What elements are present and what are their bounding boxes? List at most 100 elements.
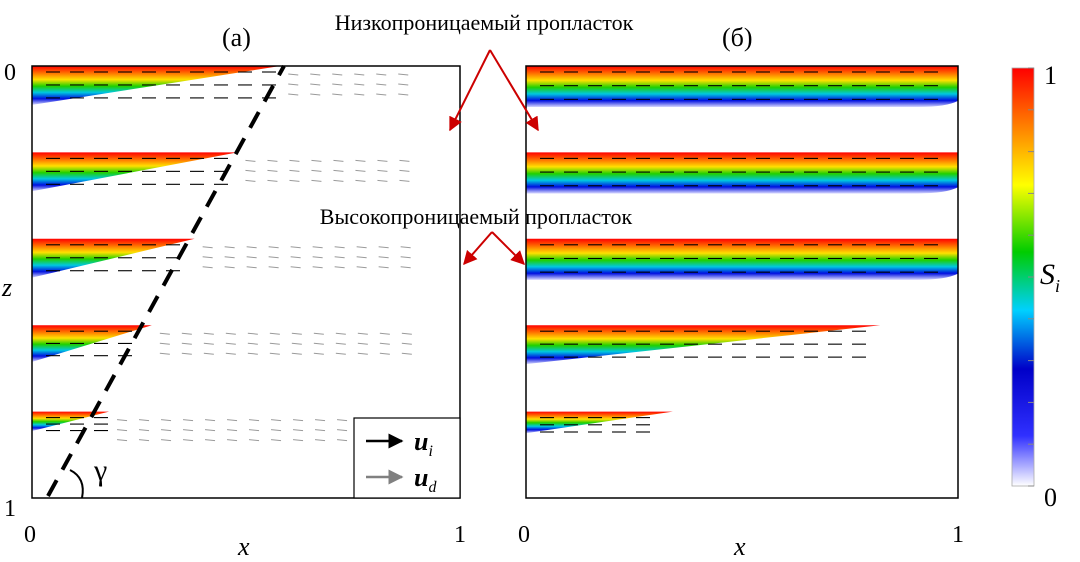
velocity-arrow-ud xyxy=(270,419,282,422)
velocity-arrow-ud xyxy=(378,246,389,249)
velocity-arrow-ud xyxy=(290,256,301,259)
velocity-arrow-ud xyxy=(314,439,326,442)
velocity-arrow-ud xyxy=(289,179,300,182)
velocity-arrow-ud xyxy=(288,93,299,96)
legend-box xyxy=(353,417,461,499)
panel-a-x-tick-max: 1 xyxy=(454,522,466,548)
colorbar-max: 1 xyxy=(1044,61,1057,90)
velocity-arrow-ud xyxy=(398,73,409,76)
colorbar-min: 0 xyxy=(1044,483,1057,512)
velocity-arrow-ud xyxy=(376,73,387,76)
velocity-arrow-ud xyxy=(355,169,366,172)
velocity-arrow-ud xyxy=(332,73,343,76)
panel-a-label: (а) xyxy=(222,23,251,52)
legend-ud-subscript: d xyxy=(428,479,437,496)
velocity-arrow-ud xyxy=(354,73,365,76)
saturation-layer xyxy=(526,325,881,365)
velocity-arrow-ud xyxy=(376,83,387,86)
velocity-arrow-ud xyxy=(333,179,344,182)
velocity-arrow-ud xyxy=(181,342,192,345)
velocity-arrow-ud xyxy=(356,246,367,249)
saturation-layer xyxy=(32,66,281,105)
velocity-arrow-ud xyxy=(379,352,390,355)
velocity-arrow-ud xyxy=(356,256,367,259)
velocity-arrow-ud xyxy=(334,256,345,259)
panel-b-x-tick-max: 1 xyxy=(952,522,964,548)
panel-b-velocity-field xyxy=(540,71,938,433)
panel-a-frame xyxy=(31,65,461,499)
legend-ud-label: ud xyxy=(414,463,437,496)
velocity-arrow-ud xyxy=(269,352,280,355)
saturation-layer xyxy=(32,411,110,432)
z-tick-bottom: 1 xyxy=(4,496,16,522)
saturation-layer xyxy=(32,325,152,362)
velocity-arrow-ud xyxy=(245,169,256,172)
velocity-arrow-ud xyxy=(160,439,172,442)
velocity-arrow-ud xyxy=(288,83,299,86)
velocity-arrow-ud xyxy=(289,159,300,162)
velocity-arrow-ud xyxy=(379,342,390,345)
velocity-arrow-ud xyxy=(160,429,172,432)
velocity-arrow-ud xyxy=(268,266,279,269)
velocity-arrow-ud xyxy=(378,256,389,259)
velocity-arrow-ud xyxy=(245,159,256,162)
panel-a: γ ui ud (а) 0 1 z 0 1 x xyxy=(1,23,466,561)
velocity-arrow-ud xyxy=(247,342,258,345)
velocity-arrow-ud xyxy=(312,266,323,269)
velocity-arrow-ud xyxy=(159,332,170,335)
panel-b-x-axis-label: x xyxy=(733,532,746,561)
velocity-arrow-ud xyxy=(246,246,257,249)
velocity-arrow-ud xyxy=(311,179,322,182)
saturation-layer xyxy=(32,152,238,192)
velocity-arrow-ud xyxy=(270,439,282,442)
velocity-arrow-ud xyxy=(224,266,235,269)
velocity-arrow-ud xyxy=(268,256,279,259)
velocity-arrow-ud xyxy=(202,246,213,249)
velocity-arrow-ud xyxy=(334,266,345,269)
velocity-arrow-ud xyxy=(159,352,170,355)
colorbar-label-symbol: S xyxy=(1040,258,1055,291)
annotations: Низкопроницаемый пропласток Высокопрониц… xyxy=(320,10,634,266)
velocity-arrow-ud xyxy=(202,266,213,269)
front-dashed-line xyxy=(46,65,286,497)
colorbar-ticks xyxy=(1028,67,1034,487)
velocity-arrow-ud xyxy=(336,439,348,442)
low-perm-arrow-right xyxy=(489,49,539,132)
velocity-arrow-ud xyxy=(289,169,300,172)
velocity-arrow-ud xyxy=(269,332,280,335)
velocity-arrow-ud xyxy=(335,342,346,345)
velocity-arrow-ud xyxy=(225,342,236,345)
velocity-arrow-ud xyxy=(312,246,323,249)
legend: ui ud xyxy=(353,417,461,499)
colorbar: 1 0 Si xyxy=(1011,61,1060,512)
panel-a-x-axis-label: x xyxy=(237,532,250,561)
velocity-arrow-ud xyxy=(311,169,322,172)
velocity-arrow-ud xyxy=(399,159,410,162)
velocity-arrow-ud xyxy=(225,332,236,335)
velocity-arrow-ud xyxy=(267,159,278,162)
velocity-arrow-ud xyxy=(270,429,282,432)
velocity-arrow-ud xyxy=(313,352,324,355)
velocity-arrow-ud xyxy=(310,93,321,96)
velocity-arrow-ud xyxy=(376,93,387,96)
saturation-layer xyxy=(526,152,958,194)
saturation-layer xyxy=(32,238,195,278)
velocity-arrow-ud xyxy=(269,342,280,345)
velocity-arrow-ud xyxy=(336,419,348,422)
velocity-arrow-ud xyxy=(378,266,389,269)
velocity-arrow-ud xyxy=(181,352,192,355)
velocity-arrow-ud xyxy=(203,352,214,355)
velocity-arrow-ud xyxy=(379,332,390,335)
velocity-arrow-ud xyxy=(181,332,192,335)
panel-a-velocity-field xyxy=(46,71,414,442)
velocity-arrow-ud xyxy=(182,419,194,422)
velocity-arrow-ud xyxy=(116,439,128,442)
velocity-arrow-ud xyxy=(138,439,150,442)
velocity-arrow-ud xyxy=(356,266,367,269)
velocity-arrow-ud xyxy=(288,73,299,76)
velocity-arrow-ud xyxy=(334,246,345,249)
velocity-arrow-ud xyxy=(182,439,194,442)
velocity-arrow-ud xyxy=(160,419,172,422)
velocity-arrow-ud xyxy=(335,352,346,355)
legend-ui-symbol: u xyxy=(414,427,428,456)
